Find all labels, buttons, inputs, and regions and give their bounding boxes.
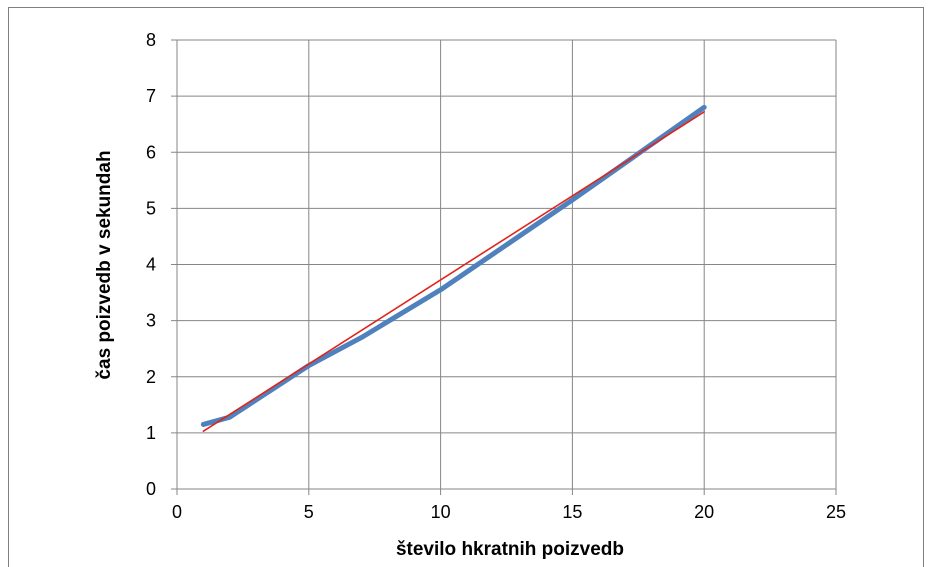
y-tick-label: 1 <box>146 423 156 443</box>
y-tick-label: 0 <box>146 479 156 499</box>
y-tick-label: 2 <box>146 367 156 387</box>
trend-line <box>202 111 706 432</box>
chart-frame <box>8 7 924 567</box>
x-tick-label: 10 <box>431 502 451 522</box>
y-tick-label: 4 <box>146 255 156 275</box>
x-tick-label: 15 <box>562 502 582 522</box>
series-lines <box>200 104 707 432</box>
y-tick-label: 3 <box>146 311 156 331</box>
x-axis-title: število hkratnih poizvedb <box>396 539 624 560</box>
x-tick-label: 0 <box>172 502 182 522</box>
y-axis-title: čas poizvedb v sekundah <box>94 150 115 379</box>
y-tick-label: 6 <box>146 142 156 162</box>
x-axis-tick-labels: 0 5 10 15 20 25 <box>172 502 846 522</box>
y-tick-label: 8 <box>146 30 156 50</box>
y-tick-label: 5 <box>146 198 156 218</box>
x-tick-label: 5 <box>304 502 314 522</box>
grid-lines <box>171 39 837 495</box>
x-tick-label: 20 <box>694 502 714 522</box>
y-tick-label: 7 <box>146 86 156 106</box>
data-series-line <box>200 104 707 427</box>
y-axis-tick-labels: 0 1 2 3 4 5 6 7 8 <box>146 30 156 499</box>
x-tick-label: 25 <box>826 502 846 522</box>
